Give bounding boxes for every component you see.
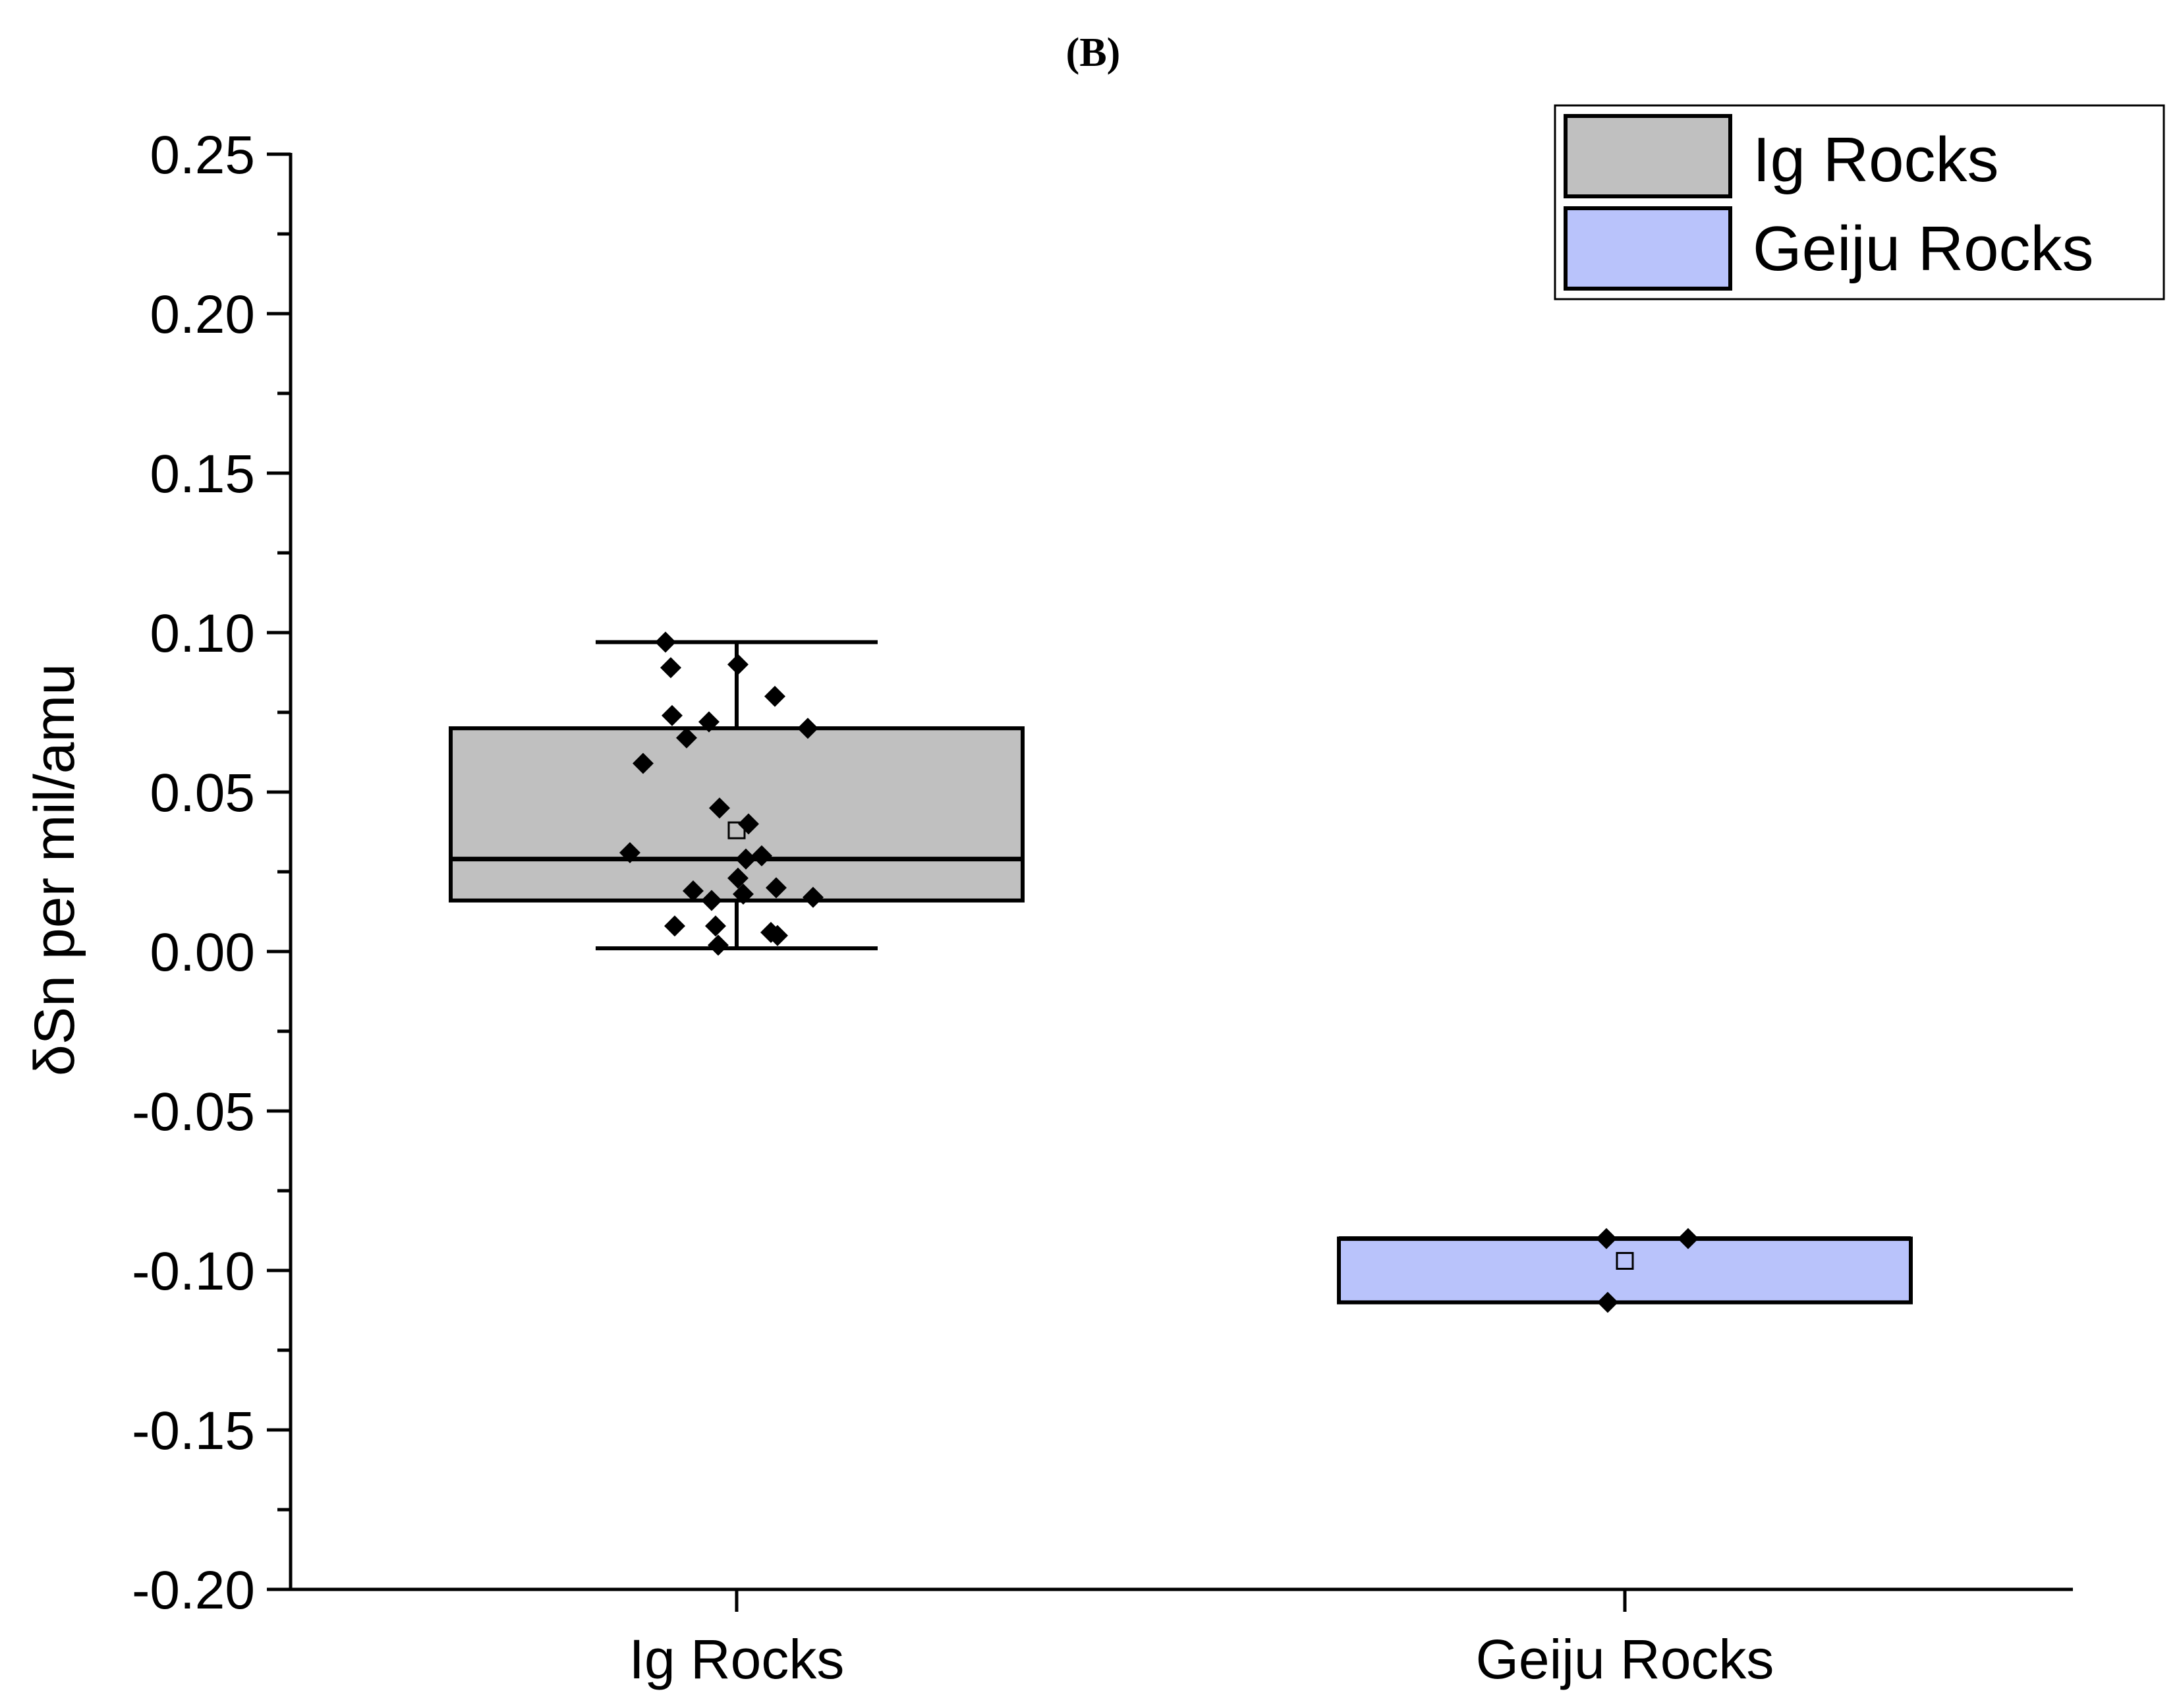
data-point [662, 704, 683, 726]
data-point [664, 915, 685, 937]
mean-marker [727, 821, 746, 840]
data-point [708, 934, 729, 956]
data-point [727, 654, 749, 675]
series-layer [449, 631, 1913, 1313]
data-point [1678, 1228, 1699, 1249]
legend: Ig Rocks Geiju Rocks [1554, 104, 2165, 300]
y-tick-label: 0.15 [150, 444, 255, 504]
data-point [683, 880, 704, 902]
axes-layer: 0.25 0.20 0.15 0.10 0.05 0.00 -0.05 -0.10 -0.15 -… [132, 125, 2073, 1690]
y-tick-label: -0.20 [132, 1560, 255, 1620]
legend-label-geiju-rocks: Geiju Rocks [1753, 214, 2094, 284]
data-point [751, 845, 772, 867]
data-point [633, 753, 654, 774]
x-category-label: Ig Rocks [629, 1628, 845, 1690]
y-tick-label: 0.05 [150, 763, 255, 823]
data-point [701, 890, 722, 911]
data-point [764, 685, 785, 707]
data-point [660, 657, 681, 679]
data-point [676, 727, 697, 749]
y-axis-title: δSn per mil/amu [23, 664, 86, 1076]
data-point [709, 797, 730, 819]
data-point [767, 925, 788, 946]
series-geiju-rocks [1337, 1228, 1913, 1313]
legend-label-ig-rocks: Ig Rocks [1753, 125, 1998, 195]
data-point [797, 718, 818, 739]
data-point [698, 711, 720, 733]
data-point [738, 813, 759, 835]
series-ig-rocks [449, 631, 1025, 956]
y-tick-label: 0.20 [150, 285, 255, 345]
legend-swatch-ig-rocks [1564, 114, 1732, 198]
y-tick-label: -0.05 [132, 1082, 255, 1142]
data-point [1597, 1292, 1618, 1313]
panel-label: (B) [1066, 30, 1121, 75]
data-point [619, 841, 640, 863]
y-tick-label: -0.10 [132, 1241, 255, 1301]
box [1337, 1236, 1913, 1305]
data-point [733, 883, 754, 905]
mean-marker [1616, 1251, 1634, 1270]
legend-swatch-geiju-rocks [1564, 206, 1732, 291]
y-tick-label: 0.25 [150, 125, 255, 185]
y-tick-label: -0.15 [132, 1401, 255, 1461]
data-point [727, 867, 749, 889]
data-point [1596, 1228, 1617, 1249]
data-point [705, 915, 726, 937]
data-point [803, 886, 824, 908]
data-point [655, 631, 676, 653]
x-category-label: Geiju Rocks [1476, 1628, 1774, 1690]
data-point [735, 848, 756, 870]
y-tick-label: 0.10 [150, 604, 255, 664]
data-point [766, 877, 787, 899]
y-tick-label: 0.00 [150, 923, 255, 982]
